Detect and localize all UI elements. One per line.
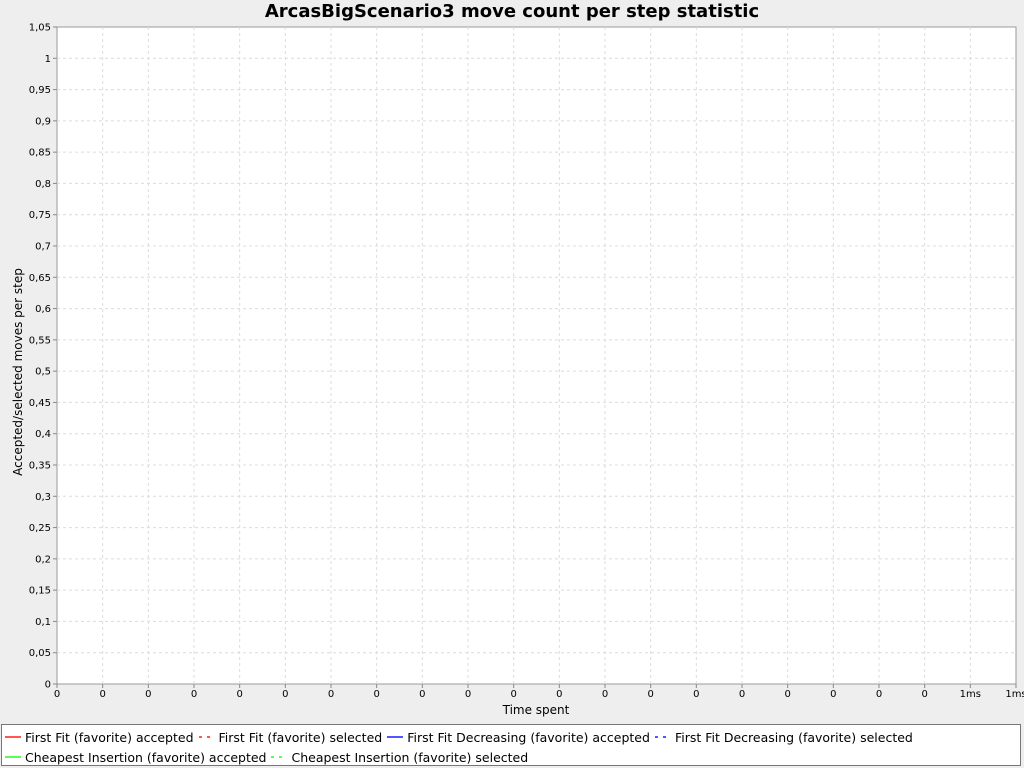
legend-swatch xyxy=(387,735,404,739)
legend-swatch xyxy=(5,755,21,759)
x-tick-label: 0 xyxy=(693,689,699,700)
y-axis-label: Accepted/selected moves per step xyxy=(11,268,25,476)
plot-area xyxy=(56,26,1017,685)
chart-title: ArcasBigScenario3 move count per step st… xyxy=(264,1,760,22)
y-tick-label: 0,4 xyxy=(35,429,51,440)
y-tick-label: 0,25 xyxy=(29,523,51,534)
legend-label: First Fit Decreasing (favorite) selected xyxy=(674,729,913,745)
legend-label: First Fit (favorite) accepted xyxy=(25,729,194,745)
x-tick-label: 0 xyxy=(236,689,242,700)
y-tick-label: 0,2 xyxy=(35,554,51,565)
y-tick-label: 0,15 xyxy=(29,586,51,597)
x-tick-label: 1ms xyxy=(960,689,981,700)
x-tick-label: 0 xyxy=(54,689,60,700)
x-tick-label: 0 xyxy=(510,689,516,700)
y-tick-label: 0,05 xyxy=(29,648,51,659)
legend-swatch xyxy=(5,735,21,739)
legend-swatch xyxy=(654,735,671,739)
x-tick-label: 0 xyxy=(328,689,334,700)
legend-label: First Fit Decreasing (favorite) accepted xyxy=(407,729,650,745)
x-axis-ticks: 0 0 0 0 0 0 0 0 0 0 0 0 0 0 0 0 0 0 0 0 1ms 1ms xyxy=(54,684,1024,700)
legend-item: First Fit (favorite) selected xyxy=(198,727,383,747)
y-tick-label: 0,35 xyxy=(29,461,51,472)
y-axis-ticks: 0 0,05 0,1 0,15 0,2 0,25 0,3 0,35 0,4 0,45 0,5 0,55… xyxy=(29,23,57,691)
x-tick-label: 0 xyxy=(419,689,425,700)
y-tick-label: 0,65 xyxy=(29,273,51,284)
legend-item: First Fit Decreasing (favorite) accepted xyxy=(387,727,650,747)
x-tick-label: 0 xyxy=(830,689,836,700)
y-tick-label: 0,7 xyxy=(35,242,51,253)
legend-swatch xyxy=(198,735,215,739)
y-tick-label: 0,95 xyxy=(29,85,51,96)
x-tick-label: 0 xyxy=(876,689,882,700)
y-tick-label: 0,85 xyxy=(29,148,51,159)
x-tick-label: 0 xyxy=(739,689,745,700)
chart-svg: 0 0,05 0,1 0,15 0,2 0,25 0,3 0,35 0,4 0,45 0,5 0,55… xyxy=(11,23,1024,718)
x-tick-label: 0 xyxy=(191,689,197,700)
x-tick-label: 0 xyxy=(647,689,653,700)
legend-swatch xyxy=(271,755,288,759)
y-tick-label: 0,1 xyxy=(35,617,51,628)
legend-item: Cheapest Insertion (favorite) selected xyxy=(271,747,528,767)
legend-item: Cheapest Insertion (favorite) accepted xyxy=(5,747,266,767)
legend-item: First Fit (favorite) accepted xyxy=(5,727,194,747)
y-tick-label: 0,8 xyxy=(35,179,51,190)
x-tick-label: 0 xyxy=(465,689,471,700)
x-tick-label: 0 xyxy=(602,689,608,700)
x-tick-label: 0 xyxy=(373,689,379,700)
legend-label: First Fit (favorite) selected xyxy=(218,729,383,745)
x-tick-label: 0 xyxy=(145,689,151,700)
y-tick-label: 0,6 xyxy=(35,304,51,315)
y-tick-label: 0,55 xyxy=(29,335,51,346)
x-tick-label: 1ms xyxy=(1005,689,1024,700)
x-axis-label: Time spent xyxy=(502,703,570,717)
y-tick-label: 1 xyxy=(45,54,51,65)
legend: First Fit (favorite) accepted First Fit (… xyxy=(1,724,1021,766)
x-tick-label: 0 xyxy=(921,689,927,700)
y-tick-label: 0 xyxy=(45,680,51,691)
legend-label: Cheapest Insertion (favorite) accepted xyxy=(25,749,267,765)
y-tick-label: 0,45 xyxy=(29,398,51,409)
x-tick-label: 0 xyxy=(99,689,105,700)
x-tick-label: 0 xyxy=(556,689,562,700)
grid-layer xyxy=(57,27,1016,684)
legend-label: Cheapest Insertion (favorite) selected xyxy=(291,749,529,765)
y-tick-label: 0,9 xyxy=(35,116,51,127)
x-tick-label: 0 xyxy=(784,689,790,700)
y-tick-label: 0,3 xyxy=(35,492,51,503)
y-tick-label: 0,5 xyxy=(35,367,51,378)
y-tick-label: 0,75 xyxy=(29,210,51,221)
x-tick-label: 0 xyxy=(282,689,288,700)
legend-item: First Fit Decreasing (favorite) selected xyxy=(654,727,913,747)
y-tick-label: 1,05 xyxy=(29,23,51,34)
